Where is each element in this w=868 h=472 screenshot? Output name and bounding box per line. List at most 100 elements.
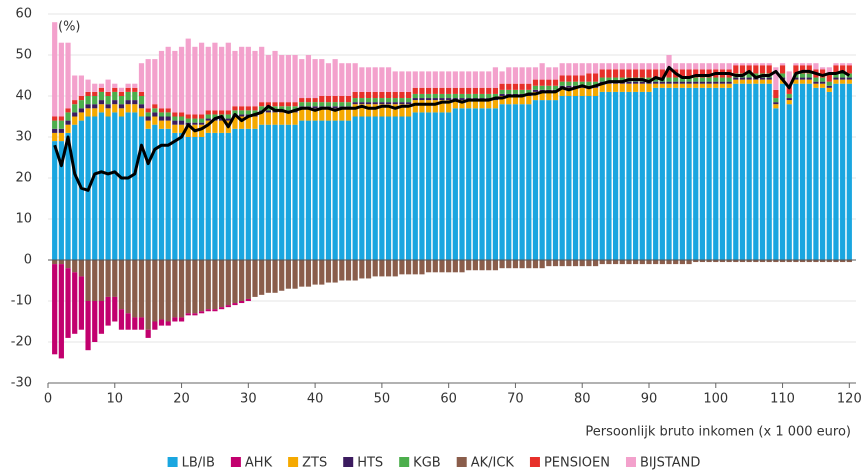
bar-segment [65, 268, 71, 338]
bar-segment [158, 112, 165, 117]
bar-segment [779, 65, 786, 74]
bar-segment [793, 77, 799, 80]
bar-segment [719, 77, 726, 82]
bar-segment [292, 106, 298, 111]
bar-segment [552, 67, 559, 80]
bar-segment [820, 67, 826, 70]
bar-segment [198, 42, 205, 115]
bar-segment [152, 124, 158, 260]
bar-segment [759, 63, 766, 66]
bar-segment [426, 260, 432, 273]
bar-segment [820, 81, 826, 84]
bar-segment [65, 124, 71, 133]
bar-segment [385, 67, 392, 92]
bar-segment [325, 102, 332, 107]
bar-segment [793, 65, 799, 74]
bar-segment [779, 73, 786, 78]
bar-segment [579, 75, 585, 82]
bar-segment [439, 93, 445, 99]
bar-segment [813, 260, 819, 263]
bar-segment [252, 128, 258, 260]
bar-segment [833, 260, 839, 263]
bar-segment [365, 98, 372, 103]
bar-segment [673, 81, 679, 84]
bar-segment [599, 260, 605, 265]
bar-segment [566, 63, 572, 76]
bar-segment [799, 77, 806, 80]
legend-item: BIJSTAND [625, 456, 700, 471]
bar-segment [426, 112, 432, 261]
bar-segment [426, 87, 432, 94]
bar-segment [212, 309, 218, 312]
bar-segment [766, 260, 772, 263]
bar-segment [699, 69, 706, 78]
bar-segment [666, 83, 672, 88]
bar-segment [646, 77, 652, 82]
bar-segment [312, 106, 318, 109]
bar-segment [612, 260, 619, 265]
bar-segment [579, 87, 585, 96]
bar-segment [579, 260, 585, 267]
bar-segment [813, 83, 819, 88]
bar-segment [345, 260, 352, 281]
bar-segment [385, 104, 392, 117]
bar-segment [713, 260, 719, 263]
bar-segment [519, 67, 525, 84]
bar-segment [112, 260, 118, 297]
bar-segment [686, 83, 692, 88]
bar-segment [653, 87, 659, 260]
bar-segment [499, 96, 505, 105]
bar-segment [272, 124, 278, 260]
bar-segment [746, 260, 752, 263]
bar-segment [359, 91, 365, 99]
bar-segment [519, 89, 525, 94]
bar-segment [833, 65, 839, 74]
bar-segment [820, 77, 826, 82]
bar-segment [72, 260, 78, 273]
bar-segment [172, 260, 178, 318]
bar-segment [332, 120, 338, 260]
bar-segment [165, 112, 171, 117]
bar-segment [178, 120, 185, 125]
bar-segment [85, 260, 91, 301]
bar-segment [252, 106, 258, 111]
x-tick-label: 0 [44, 392, 52, 407]
bar-segment [125, 100, 131, 105]
bar-segment [439, 98, 445, 101]
bar-segment [693, 77, 699, 82]
bar-segment [552, 260, 559, 267]
bar-segment [506, 89, 512, 94]
bar-segment [165, 108, 171, 113]
bar-segment [219, 118, 225, 121]
bar-segment [352, 116, 358, 260]
bar-segment [779, 63, 786, 66]
bar-segment [472, 87, 478, 94]
bar-segment [633, 69, 639, 78]
bar-segment [599, 77, 605, 82]
bar-segment [446, 112, 452, 261]
bar-segment [92, 301, 98, 342]
bar-segment [799, 83, 806, 260]
bar-segment [265, 112, 271, 125]
bar-segment [118, 104, 125, 109]
bar-segment [512, 89, 519, 94]
bar-segment [118, 260, 125, 310]
bar-segment [132, 100, 138, 105]
bar-segment [265, 124, 271, 260]
bar-segment [192, 137, 198, 260]
bar-segment [653, 81, 659, 84]
bar-segment [92, 108, 98, 117]
bar-segment [519, 104, 525, 260]
bar-segment [512, 83, 519, 90]
bar-segment [145, 108, 151, 113]
bar-segment [439, 260, 445, 273]
bar-segment [806, 83, 812, 260]
bar-segment [78, 276, 84, 330]
bar-segment [592, 96, 599, 260]
bar-segment [833, 73, 839, 78]
bar-segment [138, 104, 145, 109]
bar-segment [719, 83, 726, 88]
bar-segment [312, 120, 318, 260]
bar-segment [52, 128, 58, 133]
bar-segment [58, 128, 64, 133]
